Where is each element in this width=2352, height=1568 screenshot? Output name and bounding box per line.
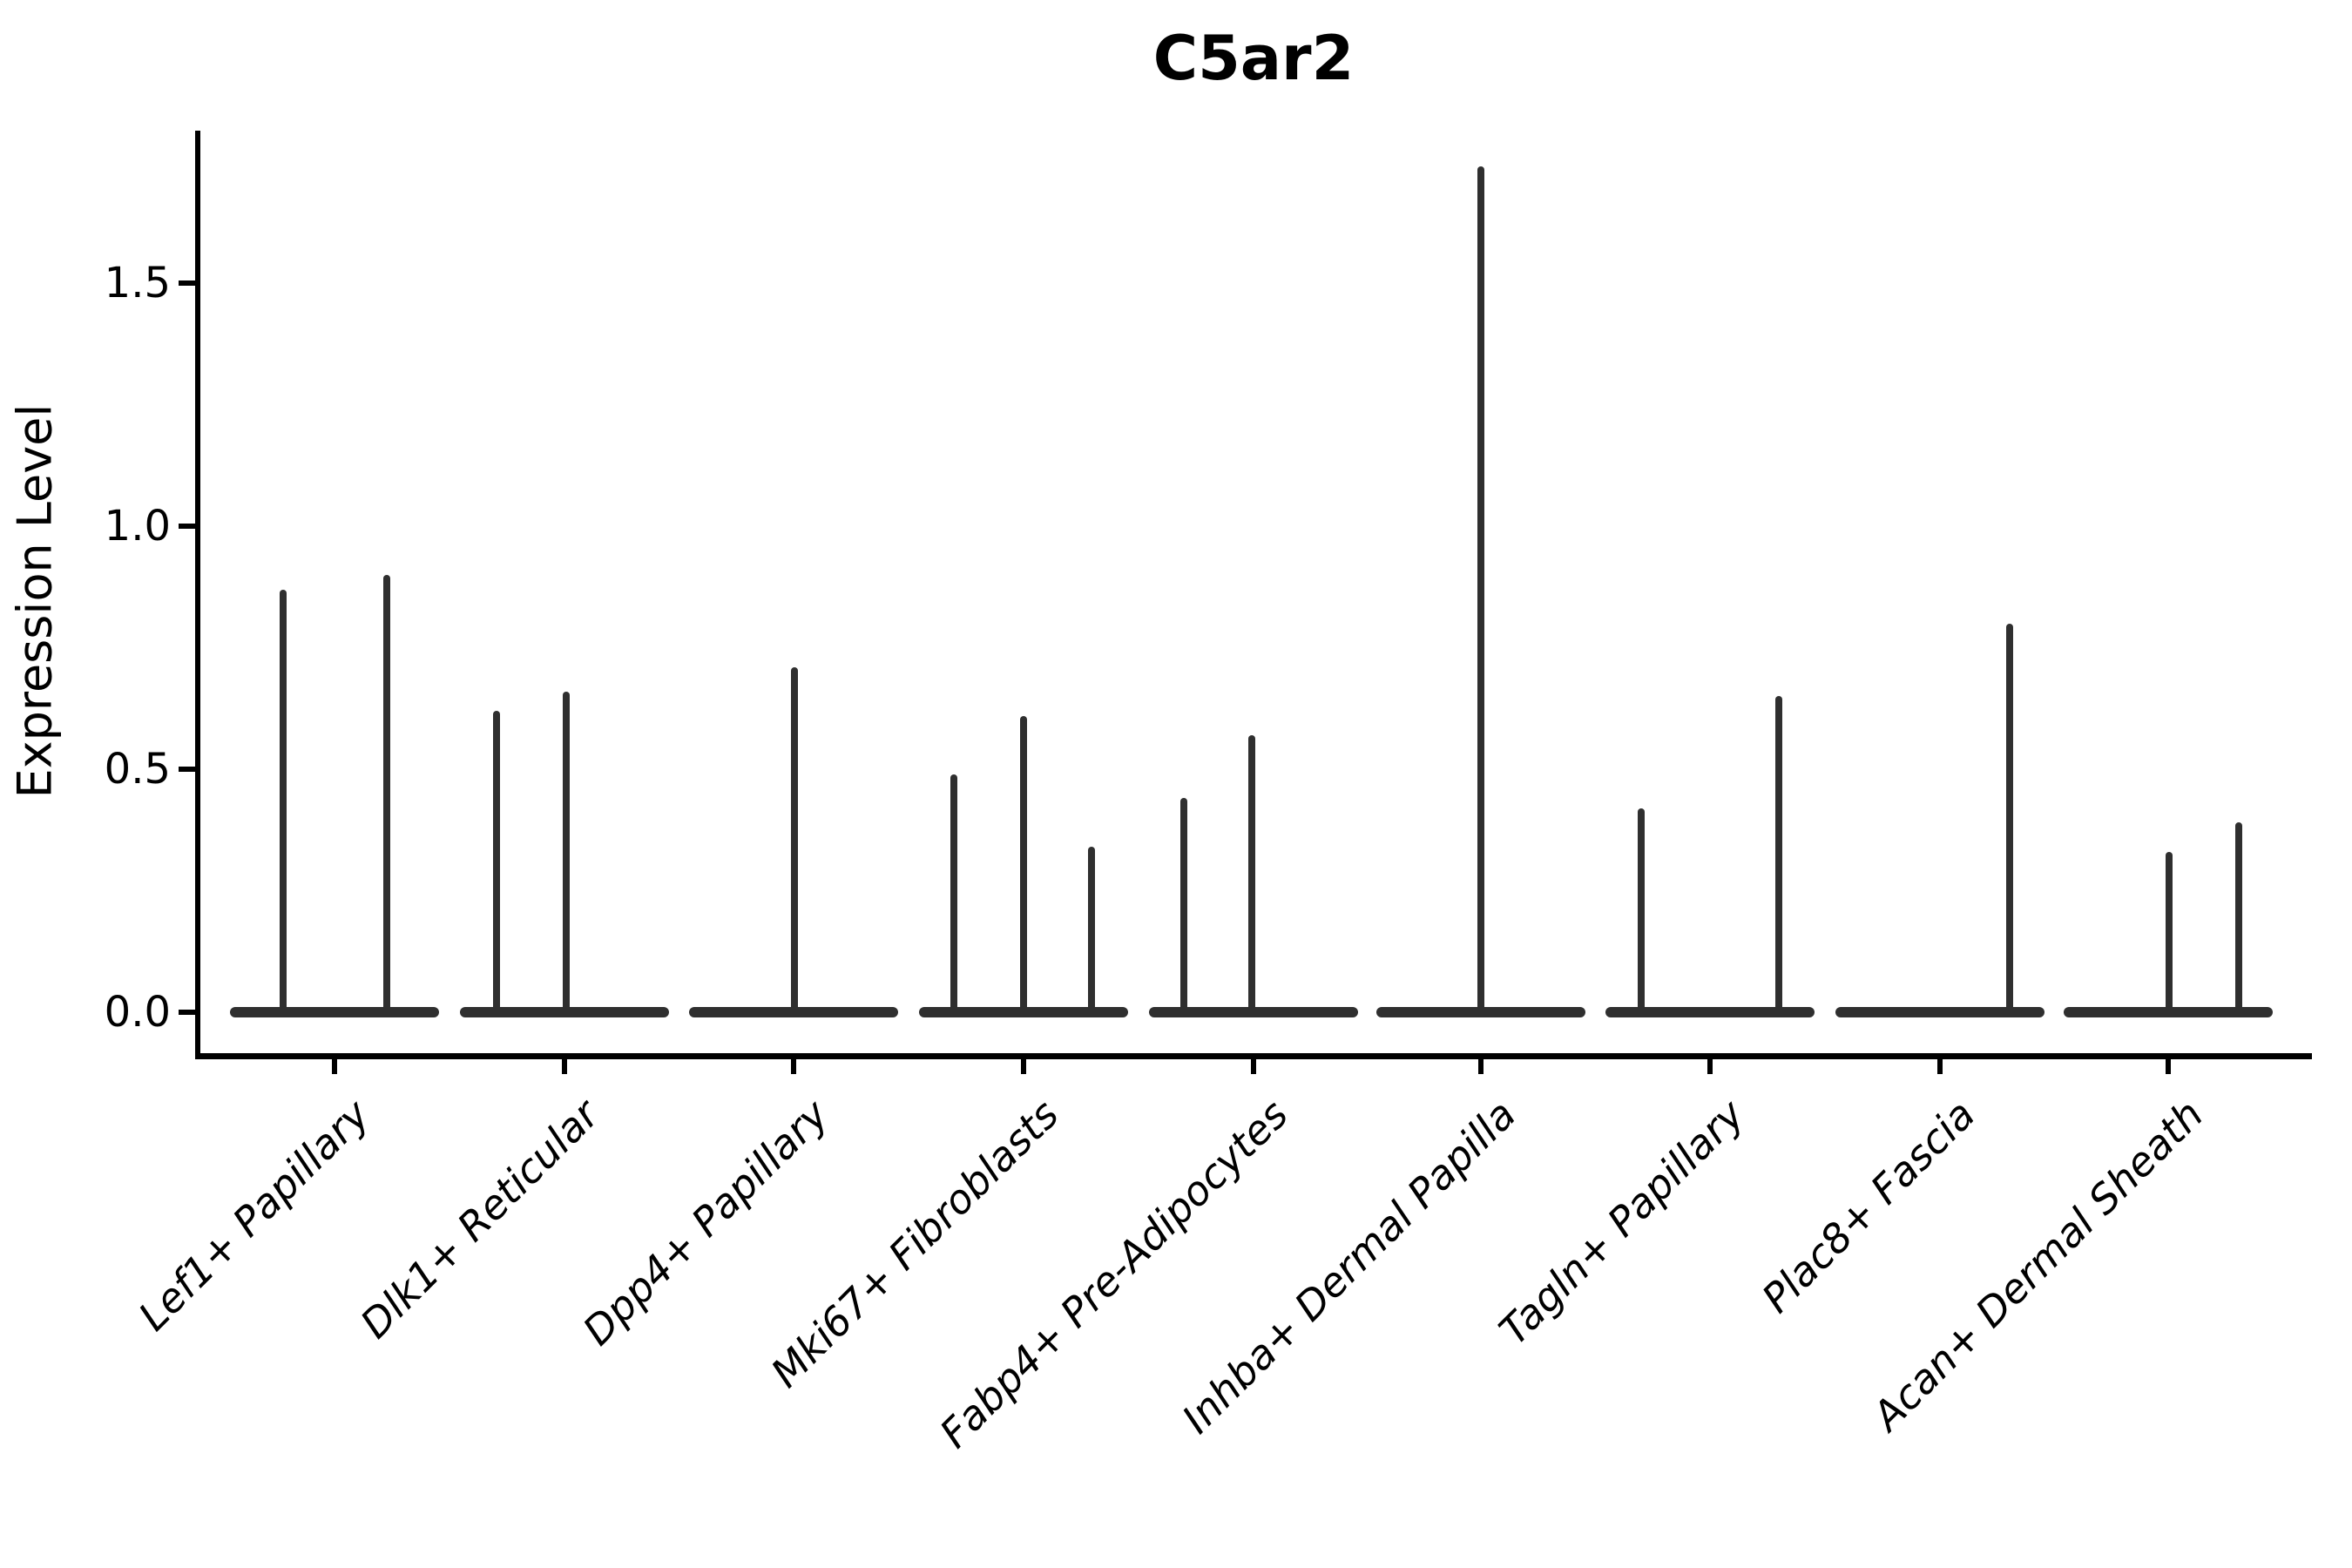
violin-spike	[2235, 822, 2242, 1012]
violin-spike	[493, 711, 500, 1012]
violin-baseline	[689, 1007, 898, 1017]
violin-spike	[1020, 715, 1027, 1012]
x-tick-mark	[2166, 1053, 2171, 1074]
violin-baseline	[460, 1007, 669, 1017]
violin-baseline	[919, 1007, 1128, 1017]
y-tick-mark	[179, 280, 199, 286]
violin-spike	[280, 589, 287, 1012]
x-tick-mark	[332, 1053, 337, 1074]
y-tick-label: 1.0	[104, 502, 171, 551]
violin-spike	[791, 666, 798, 1012]
x-tick-label: Lef1+ Papillary	[129, 1091, 379, 1340]
violin-baseline	[1376, 1007, 1585, 1017]
y-tick-mark	[179, 1010, 199, 1015]
x-tick-mark	[562, 1053, 567, 1074]
x-tick-mark	[1707, 1053, 1713, 1074]
violin-baseline	[2064, 1007, 2273, 1017]
x-tick-label: Plac8+ Fascia	[1752, 1091, 1984, 1322]
violin-baseline	[1605, 1007, 1815, 1017]
violin-spike	[2006, 623, 2013, 1012]
x-tick-label: Dlk1+ Reticular	[351, 1091, 609, 1348]
x-tick-mark	[791, 1053, 796, 1074]
violin-spike	[1638, 808, 1645, 1012]
violin-spike	[1180, 798, 1187, 1012]
violin-baseline	[1149, 1007, 1358, 1017]
violin-spike	[950, 774, 957, 1012]
y-tick-mark	[179, 524, 199, 529]
violin-spike	[563, 691, 570, 1012]
x-tick-mark	[1251, 1053, 1256, 1074]
violin-spike	[2166, 851, 2173, 1012]
x-tick-label: Tagln+ Papillary	[1490, 1091, 1754, 1355]
violin-baseline	[230, 1007, 439, 1017]
x-tick-label: Dpp4+ Papillary	[573, 1091, 838, 1355]
violin-spike	[383, 574, 390, 1012]
x-tick-mark	[1478, 1053, 1484, 1074]
violin-baseline	[1835, 1007, 2044, 1017]
y-tick-label: 1.5	[104, 259, 171, 308]
violin-spike	[1088, 847, 1095, 1012]
violin-spike	[1477, 166, 1484, 1012]
y-axis-label: Expression Level	[7, 403, 63, 799]
y-tick-mark	[179, 767, 199, 772]
y-axis-spine	[195, 131, 200, 1057]
x-tick-mark	[1937, 1053, 1943, 1074]
y-tick-label: 0.0	[104, 988, 171, 1037]
chart-title: C5ar2	[1152, 23, 1355, 94]
x-tick-mark	[1021, 1053, 1026, 1074]
y-tick-label: 0.5	[104, 745, 171, 794]
violin-spike	[1775, 696, 1782, 1012]
violin-spike	[1248, 734, 1255, 1012]
